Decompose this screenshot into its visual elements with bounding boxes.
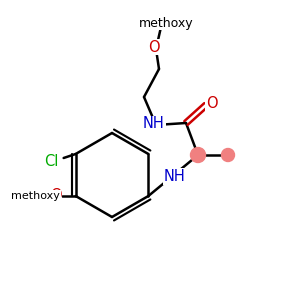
Text: NH: NH — [163, 169, 185, 184]
Circle shape — [221, 148, 235, 161]
Text: O: O — [148, 40, 160, 55]
Text: Cl: Cl — [44, 154, 59, 169]
Text: O: O — [50, 188, 62, 203]
Text: O: O — [206, 95, 218, 110]
Circle shape — [190, 148, 206, 163]
Text: methoxy: methoxy — [11, 191, 60, 201]
Text: NH: NH — [143, 116, 165, 131]
Text: methoxy: methoxy — [139, 16, 193, 29]
